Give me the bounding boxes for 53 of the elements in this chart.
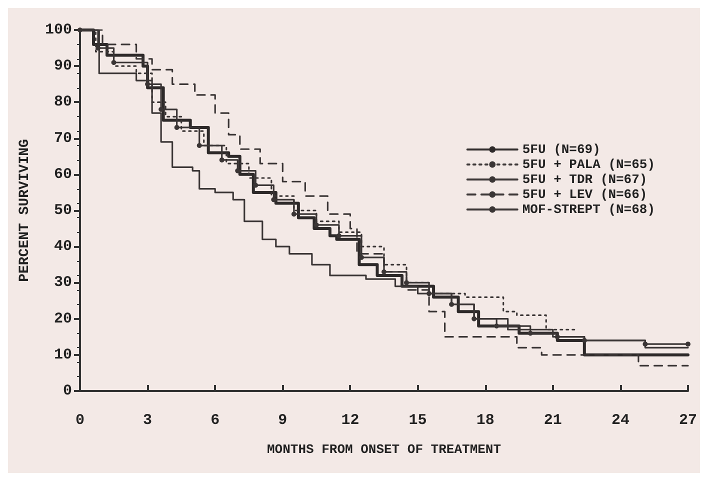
y-tick-label: 30 — [54, 274, 72, 292]
x-tick-label: 18 — [476, 412, 494, 429]
y-tick-label: 100 — [44, 22, 72, 38]
point — [686, 342, 690, 347]
x-tick-label: 27 — [678, 412, 698, 429]
point — [472, 316, 477, 322]
y-axis-title: PERCENT SURVIVING — [17, 139, 33, 282]
point — [158, 106, 164, 112]
y-tick-label: 10 — [54, 346, 72, 364]
legend-label: MOF-STREPT (N=68) — [522, 202, 656, 217]
point — [111, 60, 116, 65]
point — [582, 338, 587, 343]
legend-label: 5FU + PALA (N=65) — [522, 157, 656, 172]
y-tick-label: 90 — [54, 58, 72, 75]
point — [404, 280, 410, 286]
y-tick-label: 0 — [62, 382, 72, 400]
legend-label: 5FU + LEV (N=66) — [522, 187, 648, 202]
point — [271, 197, 276, 202]
point — [78, 28, 82, 32]
y-tick-label: 50 — [54, 202, 72, 219]
x-tick-label: 6 — [210, 412, 220, 429]
x-tick-label: 12 — [341, 412, 360, 429]
point — [528, 330, 533, 336]
legend-label: 5FU (N=69) — [522, 142, 600, 157]
point — [291, 212, 296, 217]
x-tick-label: 15 — [408, 412, 427, 429]
y-tick-label: 70 — [54, 130, 72, 147]
y-tick-label: 60 — [54, 166, 72, 183]
point — [219, 157, 224, 162]
y-tick-label: 80 — [54, 94, 72, 111]
point — [145, 82, 150, 87]
point — [642, 342, 648, 347]
point — [253, 182, 258, 188]
point — [336, 233, 342, 238]
x-axis-title: MONTHS FROM ONSET OF TREATMENT — [266, 442, 502, 457]
point — [314, 222, 319, 228]
y-tick-label: 40 — [54, 238, 72, 256]
point — [449, 302, 454, 307]
point — [96, 46, 101, 51]
point — [554, 334, 560, 340]
x-tick-label: 24 — [611, 412, 630, 429]
legend-label: 5FU + TDR (N=67) — [522, 172, 648, 187]
point — [235, 168, 240, 174]
point — [426, 291, 432, 296]
point — [196, 143, 202, 148]
x-tick-label: 3 — [143, 412, 152, 429]
point — [174, 124, 180, 130]
point — [382, 269, 386, 274]
x-tick-label: 21 — [544, 412, 562, 429]
x-tick-label: 9 — [278, 412, 288, 429]
y-tick-label: 20 — [54, 310, 72, 328]
x-tick-label: 0 — [75, 412, 85, 429]
point — [358, 254, 364, 260]
